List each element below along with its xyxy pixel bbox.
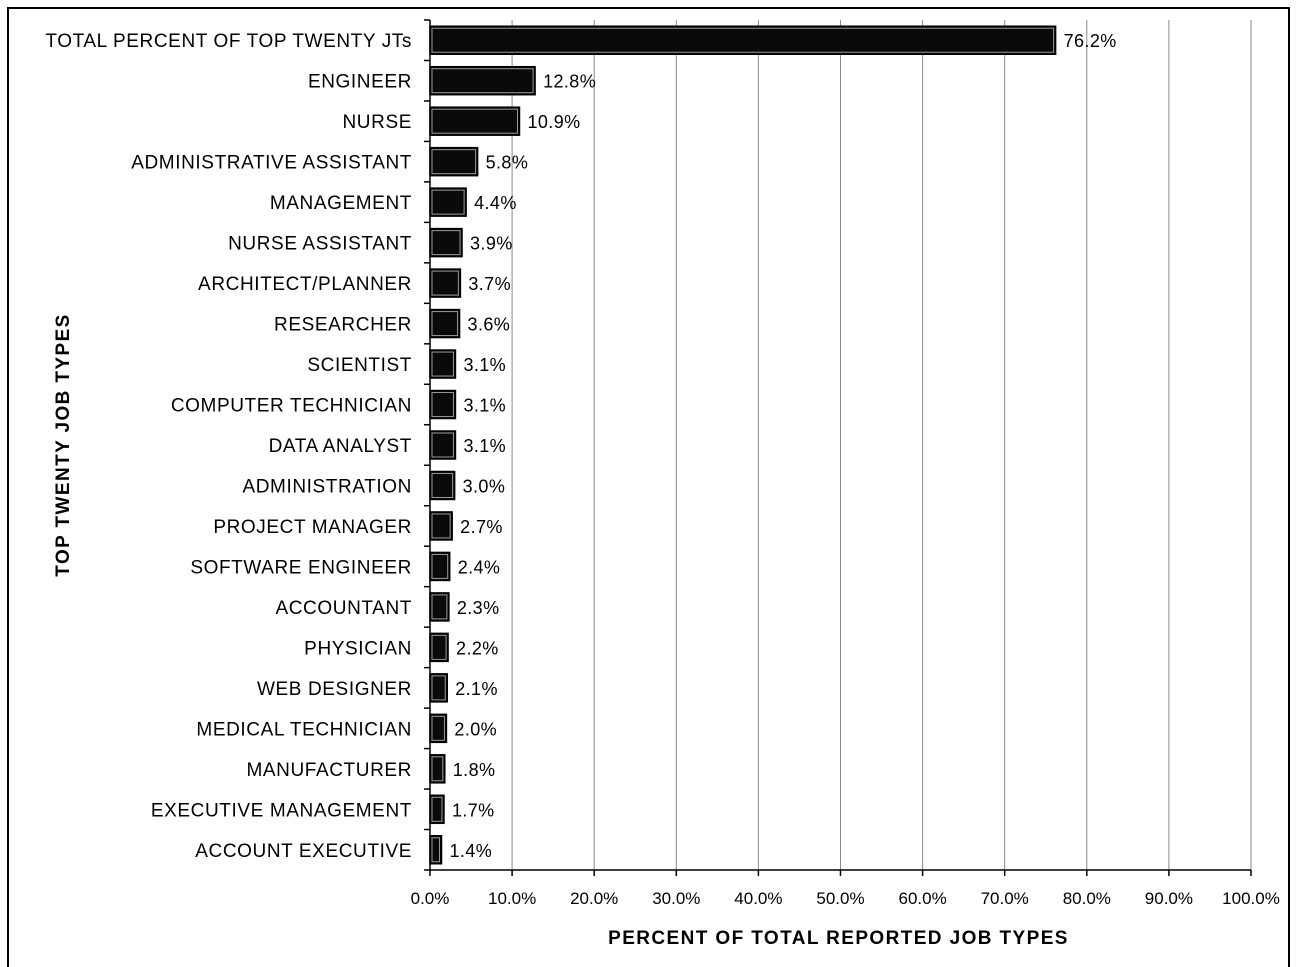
axes: [424, 19, 1252, 876]
category-label: NURSE ASSISTANT: [228, 234, 412, 255]
bar: [429, 25, 1057, 55]
bar: [429, 551, 451, 582]
category-label: ACCOUNT EXECUTIVE: [195, 841, 412, 862]
bar-highlight: [431, 27, 1055, 53]
category-label: MANUFACTURER: [246, 760, 412, 781]
data-label: 5.8%: [486, 153, 529, 173]
x-tick-label: 30.0%: [652, 889, 700, 908]
bar-highlight: [431, 392, 454, 418]
category-label: RESEARCHER: [274, 315, 412, 336]
bar: [429, 308, 461, 339]
category-label: ADMINISTRATION: [242, 476, 412, 497]
x-tick-label: 90.0%: [1145, 889, 1193, 908]
bar: [429, 187, 467, 217]
category-label: TOTAL PERCENT OF TOP TWENTY JTs: [45, 31, 412, 52]
category-label: MANAGEMENT: [270, 193, 412, 214]
bar-highlight: [431, 68, 534, 94]
x-tick-label: 40.0%: [734, 889, 782, 908]
data-label: 3.1%: [463, 355, 506, 375]
category-label: PHYSICIAN: [304, 638, 412, 659]
bar: [429, 511, 453, 541]
bar: [429, 65, 536, 96]
data-label: 2.7%: [460, 517, 503, 537]
category-label: EXECUTIVE MANAGEMENT: [151, 800, 412, 821]
x-tick-label: 60.0%: [898, 889, 946, 908]
data-label: 3.9%: [470, 234, 513, 254]
x-axis-title: PERCENT OF TOTAL REPORTED JOB TYPES: [608, 928, 1069, 949]
bar-highlight: [431, 351, 454, 377]
bar-highlight: [431, 189, 465, 215]
bar-highlight: [431, 311, 459, 337]
x-tick-label: 100.0%: [1222, 889, 1280, 908]
bar-highlight: [431, 715, 445, 741]
bar-highlight: [431, 108, 518, 134]
bar-highlight: [431, 553, 449, 579]
y-axis-title: TOP TWENTY JOB TYPES: [53, 313, 74, 576]
data-label: 3.0%: [463, 476, 506, 496]
category-label: DATA ANALYST: [269, 436, 412, 457]
data-label: 1.7%: [452, 800, 495, 820]
bar: [429, 592, 450, 622]
bar-highlight: [431, 594, 448, 620]
bar: [429, 227, 463, 258]
bar-highlight: [431, 675, 446, 701]
category-label: ENGINEER: [308, 72, 412, 93]
data-label: 76.2%: [1064, 31, 1117, 51]
bar-highlight: [431, 432, 454, 458]
bar-highlight: [431, 230, 461, 256]
data-label: 3.7%: [468, 274, 511, 294]
bar-highlight: [431, 756, 444, 782]
data-label: 3.6%: [468, 315, 511, 335]
data-label: 4.4%: [474, 193, 517, 213]
bar-highlight: [431, 837, 440, 863]
category-label: ADMINISTRATIVE ASSISTANT: [131, 153, 412, 174]
x-tick-label: 0.0%: [411, 889, 450, 908]
data-label: 1.8%: [453, 760, 496, 780]
category-label: ACCOUNTANT: [275, 598, 412, 619]
bar: [429, 349, 457, 379]
data-label: 2.4%: [458, 557, 501, 577]
x-tick-label: 80.0%: [1063, 889, 1111, 908]
data-label: 1.4%: [449, 841, 492, 861]
x-tick-label: 10.0%: [488, 889, 536, 908]
x-tick-label: 70.0%: [981, 889, 1029, 908]
bar: [429, 268, 462, 298]
chart-frame: [7, 7, 1290, 967]
category-label: NURSE: [342, 112, 412, 133]
bar: [429, 146, 479, 177]
x-tick-label: 20.0%: [570, 889, 618, 908]
bar: [429, 430, 457, 460]
bar-highlight: [431, 270, 459, 296]
category-label: COMPUTER TECHNICIAN: [171, 396, 412, 417]
gridlines: [511, 20, 1252, 870]
bar-highlight: [431, 513, 451, 539]
bar-highlight: [431, 149, 477, 175]
bar: [429, 632, 449, 663]
bar-highlight: [431, 634, 447, 660]
category-label: WEB DESIGNER: [257, 679, 412, 700]
category-label: MEDICAL TECHNICIAN: [196, 719, 412, 740]
category-label: PROJECT MANAGER: [213, 517, 412, 538]
bar: [429, 470, 456, 501]
data-label: 3.1%: [463, 396, 506, 416]
category-label: SCIENTIST: [307, 355, 412, 376]
category-label: ARCHITECT/PLANNER: [198, 274, 412, 295]
category-label: SOFTWARE ENGINEER: [190, 557, 412, 578]
bar-highlight: [431, 796, 443, 822]
bar: [429, 673, 448, 703]
data-label: 2.1%: [455, 679, 498, 699]
data-label: 10.9%: [527, 112, 580, 132]
data-label: 2.0%: [454, 719, 497, 739]
x-tick-label: 50.0%: [816, 889, 864, 908]
data-label: 3.1%: [463, 436, 506, 456]
data-label: 2.3%: [457, 598, 500, 618]
bar: [429, 106, 521, 136]
labels: 0.0% 10.0% 20.0% 30.0% 40.0% 50.0% 60.0% 70.0% 8…: [45, 31, 1279, 908]
bars: [429, 25, 1057, 865]
data-label: 12.8%: [543, 72, 596, 92]
data-label: 2.2%: [456, 638, 499, 658]
bar-highlight: [431, 472, 454, 498]
bar: [429, 389, 457, 420]
